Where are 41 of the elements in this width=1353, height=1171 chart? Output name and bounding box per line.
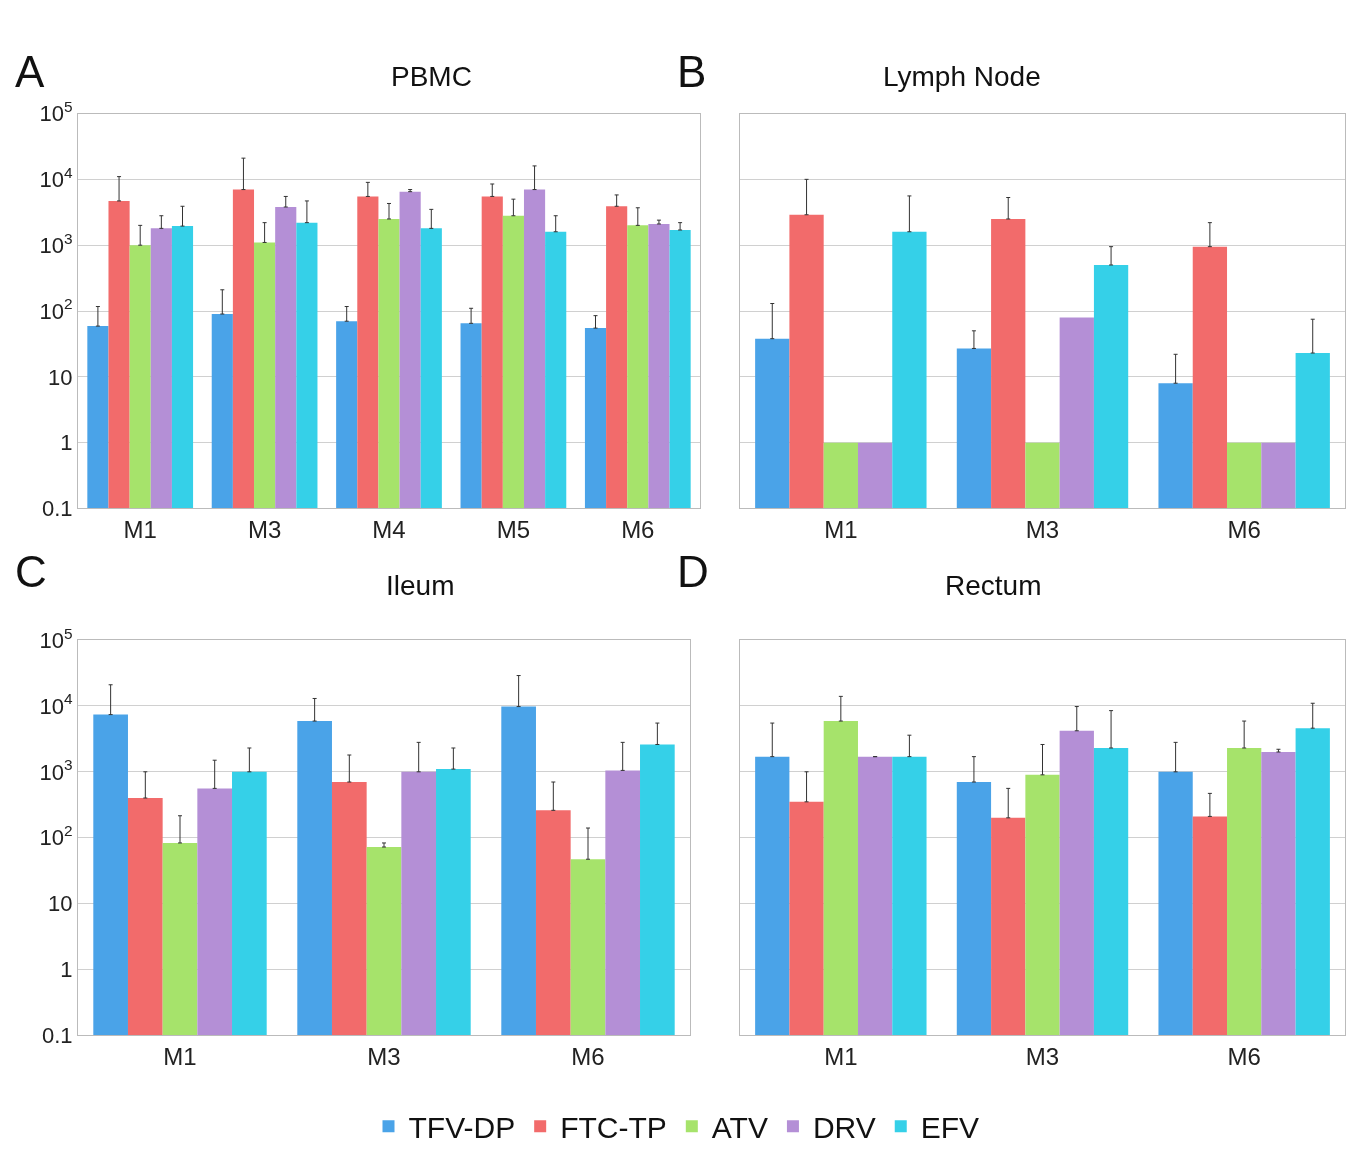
text: D <box>677 547 709 596</box>
x-tick-label: M3 <box>1025 516 1060 544</box>
legend-label: TFV-DP <box>408 1110 516 1144</box>
y-tick-label: 0.1 <box>42 1022 73 1048</box>
x-tick-label: M3 <box>367 1042 401 1070</box>
x-tick-label: M6 <box>621 516 655 544</box>
x-tick-label: M1 <box>123 516 157 544</box>
x-tick-label: M4 <box>372 516 406 544</box>
text: B <box>677 47 707 96</box>
chart-title: PBMC <box>391 61 472 92</box>
y-tick-label: 10$^{4}$ <box>39 690 74 719</box>
x-tick-label: M6 <box>1227 1042 1261 1070</box>
y-tick-label: 1 <box>60 956 73 982</box>
x-tick-label: M6 <box>571 1042 605 1070</box>
chart-title: Ileum <box>386 570 455 601</box>
legend-label: ATV <box>711 1110 768 1144</box>
y-tick-label: 10$^{5}$ <box>39 624 73 653</box>
y-tick-label: 10$^{3}$ <box>39 229 73 258</box>
legend-label: EFV <box>920 1110 980 1144</box>
y-tick-label: 10$^{2}$ <box>39 822 73 851</box>
text: A <box>15 47 45 96</box>
text: C <box>15 547 47 596</box>
y-tick-label: 10$^{5}$ <box>39 97 73 127</box>
x-tick-label: M1 <box>163 1042 197 1070</box>
y-tick-label: 10 <box>48 364 73 390</box>
y-tick-label: 0.1 <box>42 496 73 522</box>
y-tick-label: 10$^{4}$ <box>39 163 74 193</box>
y-tick-label: 1 <box>60 430 73 456</box>
legend-label: DRV <box>812 1110 876 1144</box>
x-tick-label: M3 <box>247 516 282 544</box>
y-tick-label: 10$^{3}$ <box>39 756 73 785</box>
y-tick-label: 10$^{2}$ <box>39 295 73 324</box>
legend-label: FTC-TP <box>560 1110 667 1144</box>
x-tick-label: M1 <box>824 1042 858 1070</box>
x-tick-label: M6 <box>1227 516 1261 544</box>
chart-title: Rectum <box>945 570 1042 601</box>
chart-title: Lymph Node <box>883 61 1041 92</box>
x-tick-label: M3 <box>1025 1042 1060 1070</box>
x-tick-label: M5 <box>496 516 531 544</box>
y-tick-label: 10 <box>48 891 73 917</box>
x-tick-label: M1 <box>824 516 858 544</box>
